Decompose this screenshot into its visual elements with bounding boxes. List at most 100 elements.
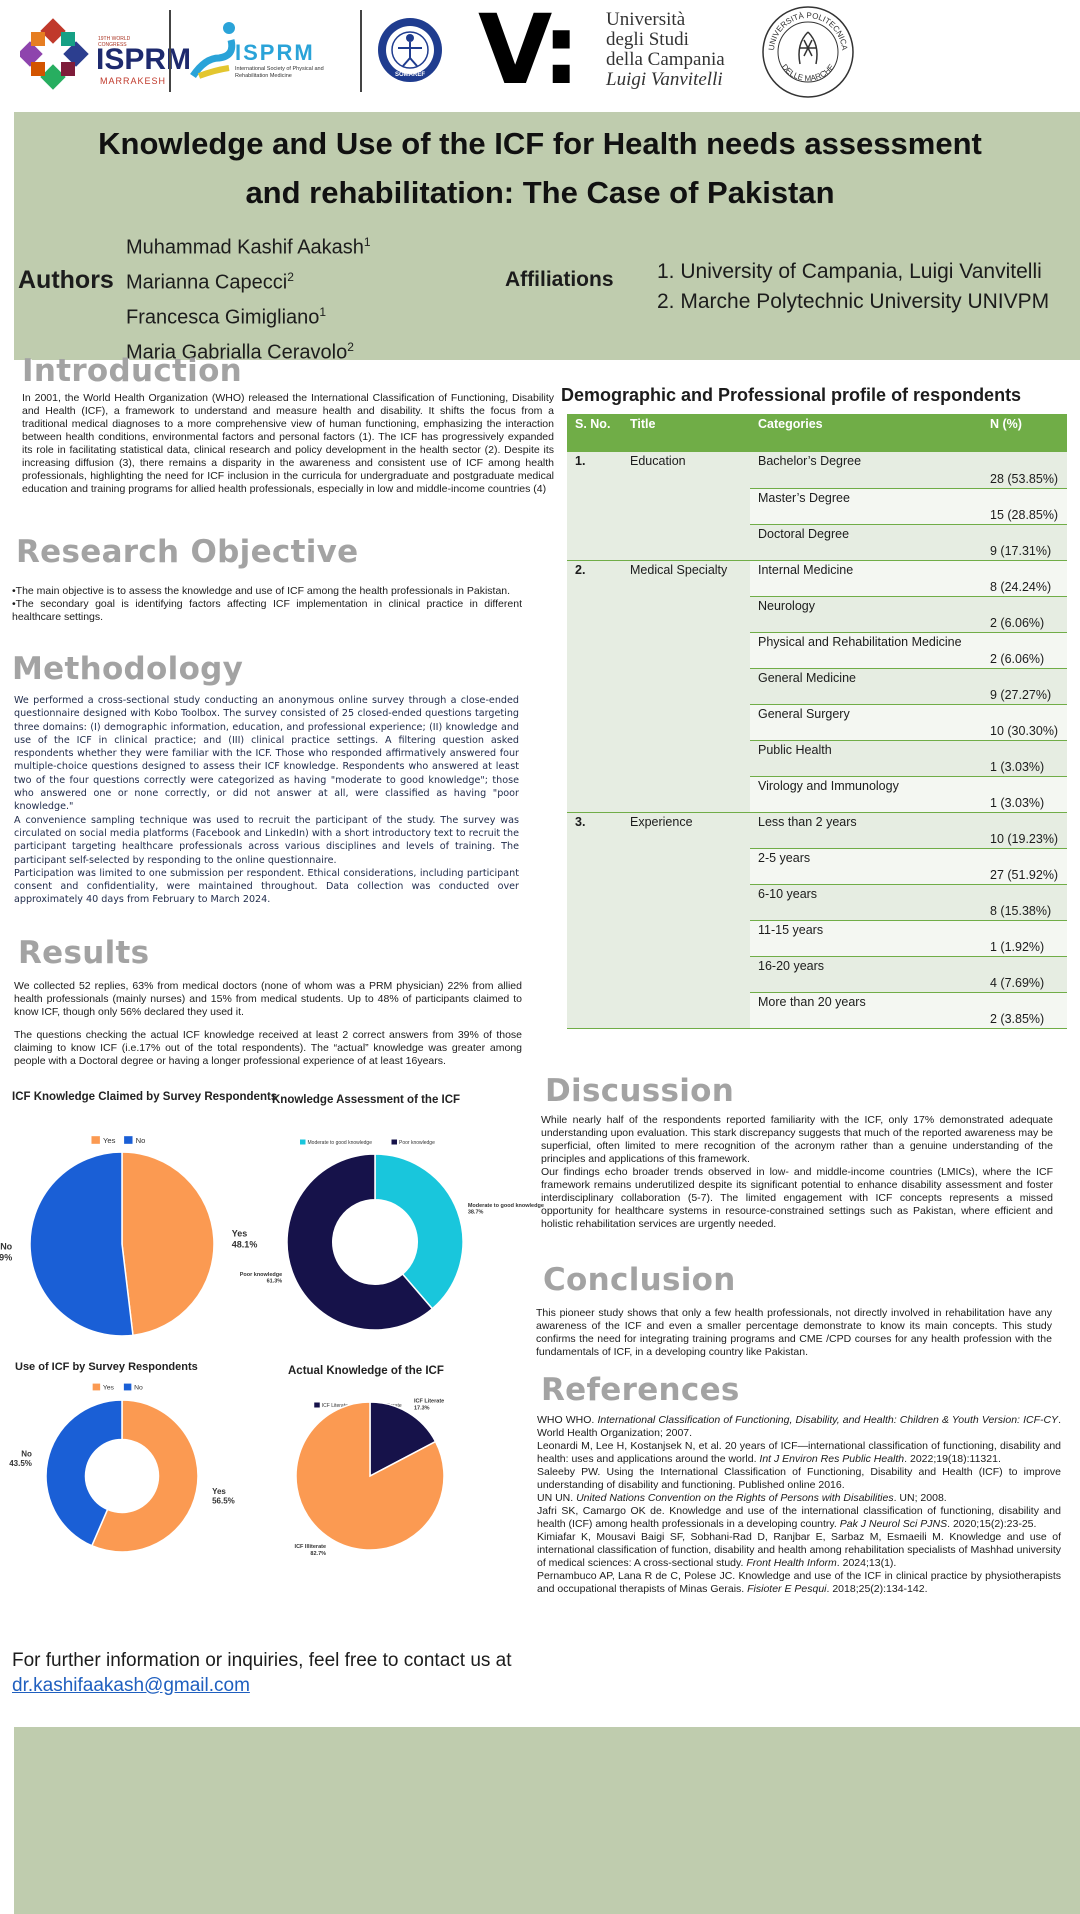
author-name: Muhammad Kashif Aakash (126, 236, 364, 259)
reference-list: WHO WHO. International Classification of… (537, 1414, 1061, 1596)
row-count: 9 (17.31%) (982, 524, 1067, 561)
vanvitelli-line: degli Studi (606, 29, 689, 50)
author: Maria Gabrialla Ceravolo2 (126, 333, 371, 368)
discussion-text: While nearly half of the respondents rep… (541, 1114, 1053, 1231)
row-count: 2 (6.06%) (982, 632, 1067, 669)
reference-part: Kimiafar K, Mousavi Baigi SF, Sobhani-Ra… (537, 1531, 1061, 1569)
reference: Jafri SK, Camargo OK de. Knowledge and u… (537, 1505, 1061, 1531)
introduction-text: In 2001, the World Health Organization (… (22, 392, 554, 496)
somaref-logo: SOMAREF (378, 18, 442, 82)
table-row: More than 20 years 2 (3.85%) (567, 992, 1067, 1029)
isprm-name: ISPRM (235, 40, 315, 65)
data-label-category: Moderate to good knowledge (468, 1203, 544, 1209)
reference-part: Front Health Inform (746, 1557, 837, 1569)
data-label-category: No (0, 1242, 12, 1252)
author: Marianna Capecci2 (126, 263, 371, 298)
author-name: Francesca Gimigliano (126, 306, 320, 329)
row-count: 8 (15.38%) (982, 884, 1067, 921)
table-row: 1. Education Bachelor’s Degree 28 (53.85%) (567, 452, 1067, 561)
author-list: Muhammad Kashif Aakash1 Marianna Capecci… (126, 228, 371, 369)
reference-part: . World Health Organization; 2007. (537, 1414, 1061, 1439)
vanvitelli-mark: V: (478, 0, 580, 106)
methodology-text: We performed a cross-sectional study con… (14, 694, 519, 907)
table-title: Demographic and Professional profile of … (561, 385, 1022, 405)
table-row: Neurology 2 (6.06%) (567, 596, 1067, 633)
author: Francesca Gimigliano1 (126, 298, 371, 333)
contact-email[interactable]: dr.kashifaakash@gmail.com (12, 1675, 250, 1696)
data-label: 51.9% (0, 1252, 12, 1262)
table-row: Public Health 1 (3.03%) (567, 740, 1067, 777)
vanvitelli-name: Università degli Studi della Campania Lu… (606, 10, 725, 90)
data-label: 48.1% (232, 1239, 258, 1249)
table-container: S. No. Title Categories N (%) 1. Education Bac… (567, 414, 1067, 1029)
chart-title: ICF Knowledge Claimed by Survey Responde… (12, 1091, 277, 1103)
univpm-seal: UNIVERSITÀ POLITECNICA DELLE MARCHE (762, 6, 854, 98)
contact-text: For further information or inquiries, fe… (12, 1650, 512, 1671)
reference-part: Leonardi M, Lee H, Kostanjsek N, et al. … (537, 1440, 1061, 1465)
affiliations-label: Affiliations (505, 268, 614, 291)
vanvitelli-line: Luigi Vanvitelli (606, 69, 723, 90)
reference-part: Int J Environ Res Public Health (759, 1453, 905, 1465)
row-category: 6-10 years (750, 884, 982, 921)
chart: ICF Knowledge Claimed by Survey Responde… (0, 1091, 277, 1337)
data-label-category: ICF Literate (414, 1399, 444, 1405)
reference-part: Pak J Neurol Sci PJNS (839, 1518, 948, 1530)
column-header: N (%) (982, 414, 1067, 452)
legend-label: No (134, 1385, 143, 1392)
chart-title: Actual Knowledge of the ICF (288, 1365, 444, 1377)
contact: For further information or inquiries, fe… (12, 1648, 512, 1698)
column-header: S. No. (567, 414, 622, 452)
reference: Saleeby PW. Using the International Clas… (537, 1466, 1061, 1492)
author-name: Maria Gabrialla Ceravolo (126, 342, 348, 365)
reference-part: . 2024;13(1). (836, 1557, 897, 1569)
reference: WHO WHO. International Classification of… (537, 1414, 1061, 1440)
data-label: 56.5% (212, 1496, 235, 1505)
row-title: Education (622, 452, 750, 561)
poster-title: and rehabilitation: The Case of Pakistan (245, 175, 835, 210)
author-affiliation: 1 (363, 235, 371, 249)
paragraph: Participation was limited to one submiss… (14, 867, 519, 906)
legend-swatch (91, 1136, 100, 1144)
table-row: Master’s Degree 15 (28.85%) (567, 488, 1067, 525)
reference: Kimiafar K, Mousavi Baigi SF, Sobhani-Ra… (537, 1531, 1061, 1570)
section-heading: Research Objective (16, 534, 359, 570)
somaref-figure (391, 31, 429, 69)
row-number: 3. (567, 812, 622, 1029)
legend-label: Poor knowledge (399, 1140, 435, 1146)
row-category: Bachelor’s Degree (750, 452, 982, 489)
affiliation-list: 1. University of Campania, Luigi Vanvite… (657, 257, 1049, 317)
paragraph: •The secondary goal is identifying facto… (12, 598, 522, 623)
reference-part: . 2022;19(18):11321. (904, 1453, 1001, 1465)
row-category: Doctoral Degree (750, 524, 982, 561)
author: Muhammad Kashif Aakash1 (126, 228, 371, 263)
objective-text: •The main objective is to assess the kno… (12, 585, 522, 624)
row-number: 2. (567, 560, 622, 813)
reference-part: International Classification of Function… (597, 1414, 1059, 1426)
table-row: Physical and Rehabilitation Medicine 2 (6… (567, 632, 1067, 669)
affiliation: 2. Marche Polytechnic University UNIVPM (657, 290, 1050, 313)
chart-title: Knowledge Assessment of the ICF (272, 1094, 460, 1106)
paragraph: A convenience sampling technique was use… (14, 814, 519, 866)
reference-part: Jafri SK, Camargo OK de. Knowledge and u… (537, 1505, 1061, 1530)
data-label: 43.5% (9, 1459, 32, 1468)
row-category: Virology and Immunology (750, 776, 982, 813)
congress-emblem (20, 18, 89, 90)
paragraph: While nearly half of the respondents rep… (541, 1114, 1053, 1165)
table-row: General Medicine 9 (27.27%) (567, 668, 1067, 705)
chart: Use of ICF by Survey Respondents Yes No Yes… (9, 1361, 235, 1553)
legend-swatch (123, 1383, 132, 1391)
author-name: Marianna Capecci (126, 271, 288, 294)
data-label-category: No (21, 1450, 32, 1459)
isprm-emblem (190, 22, 236, 79)
row-count: 1 (1.92%) (982, 920, 1067, 957)
reference-part: Pernambuco AP, Lana R de C, Polese JC. K… (537, 1570, 1061, 1595)
reference-part: Fisioter E Pesqui (747, 1583, 827, 1595)
column-header: Title (622, 414, 750, 452)
divider (360, 10, 362, 92)
vanvitelli-line: della Campania (606, 49, 725, 70)
row-count: 15 (28.85%) (982, 488, 1067, 525)
reference-part: United Nations Convention on the Rights … (576, 1492, 894, 1504)
row-count: 27 (51.92%) (982, 848, 1067, 885)
